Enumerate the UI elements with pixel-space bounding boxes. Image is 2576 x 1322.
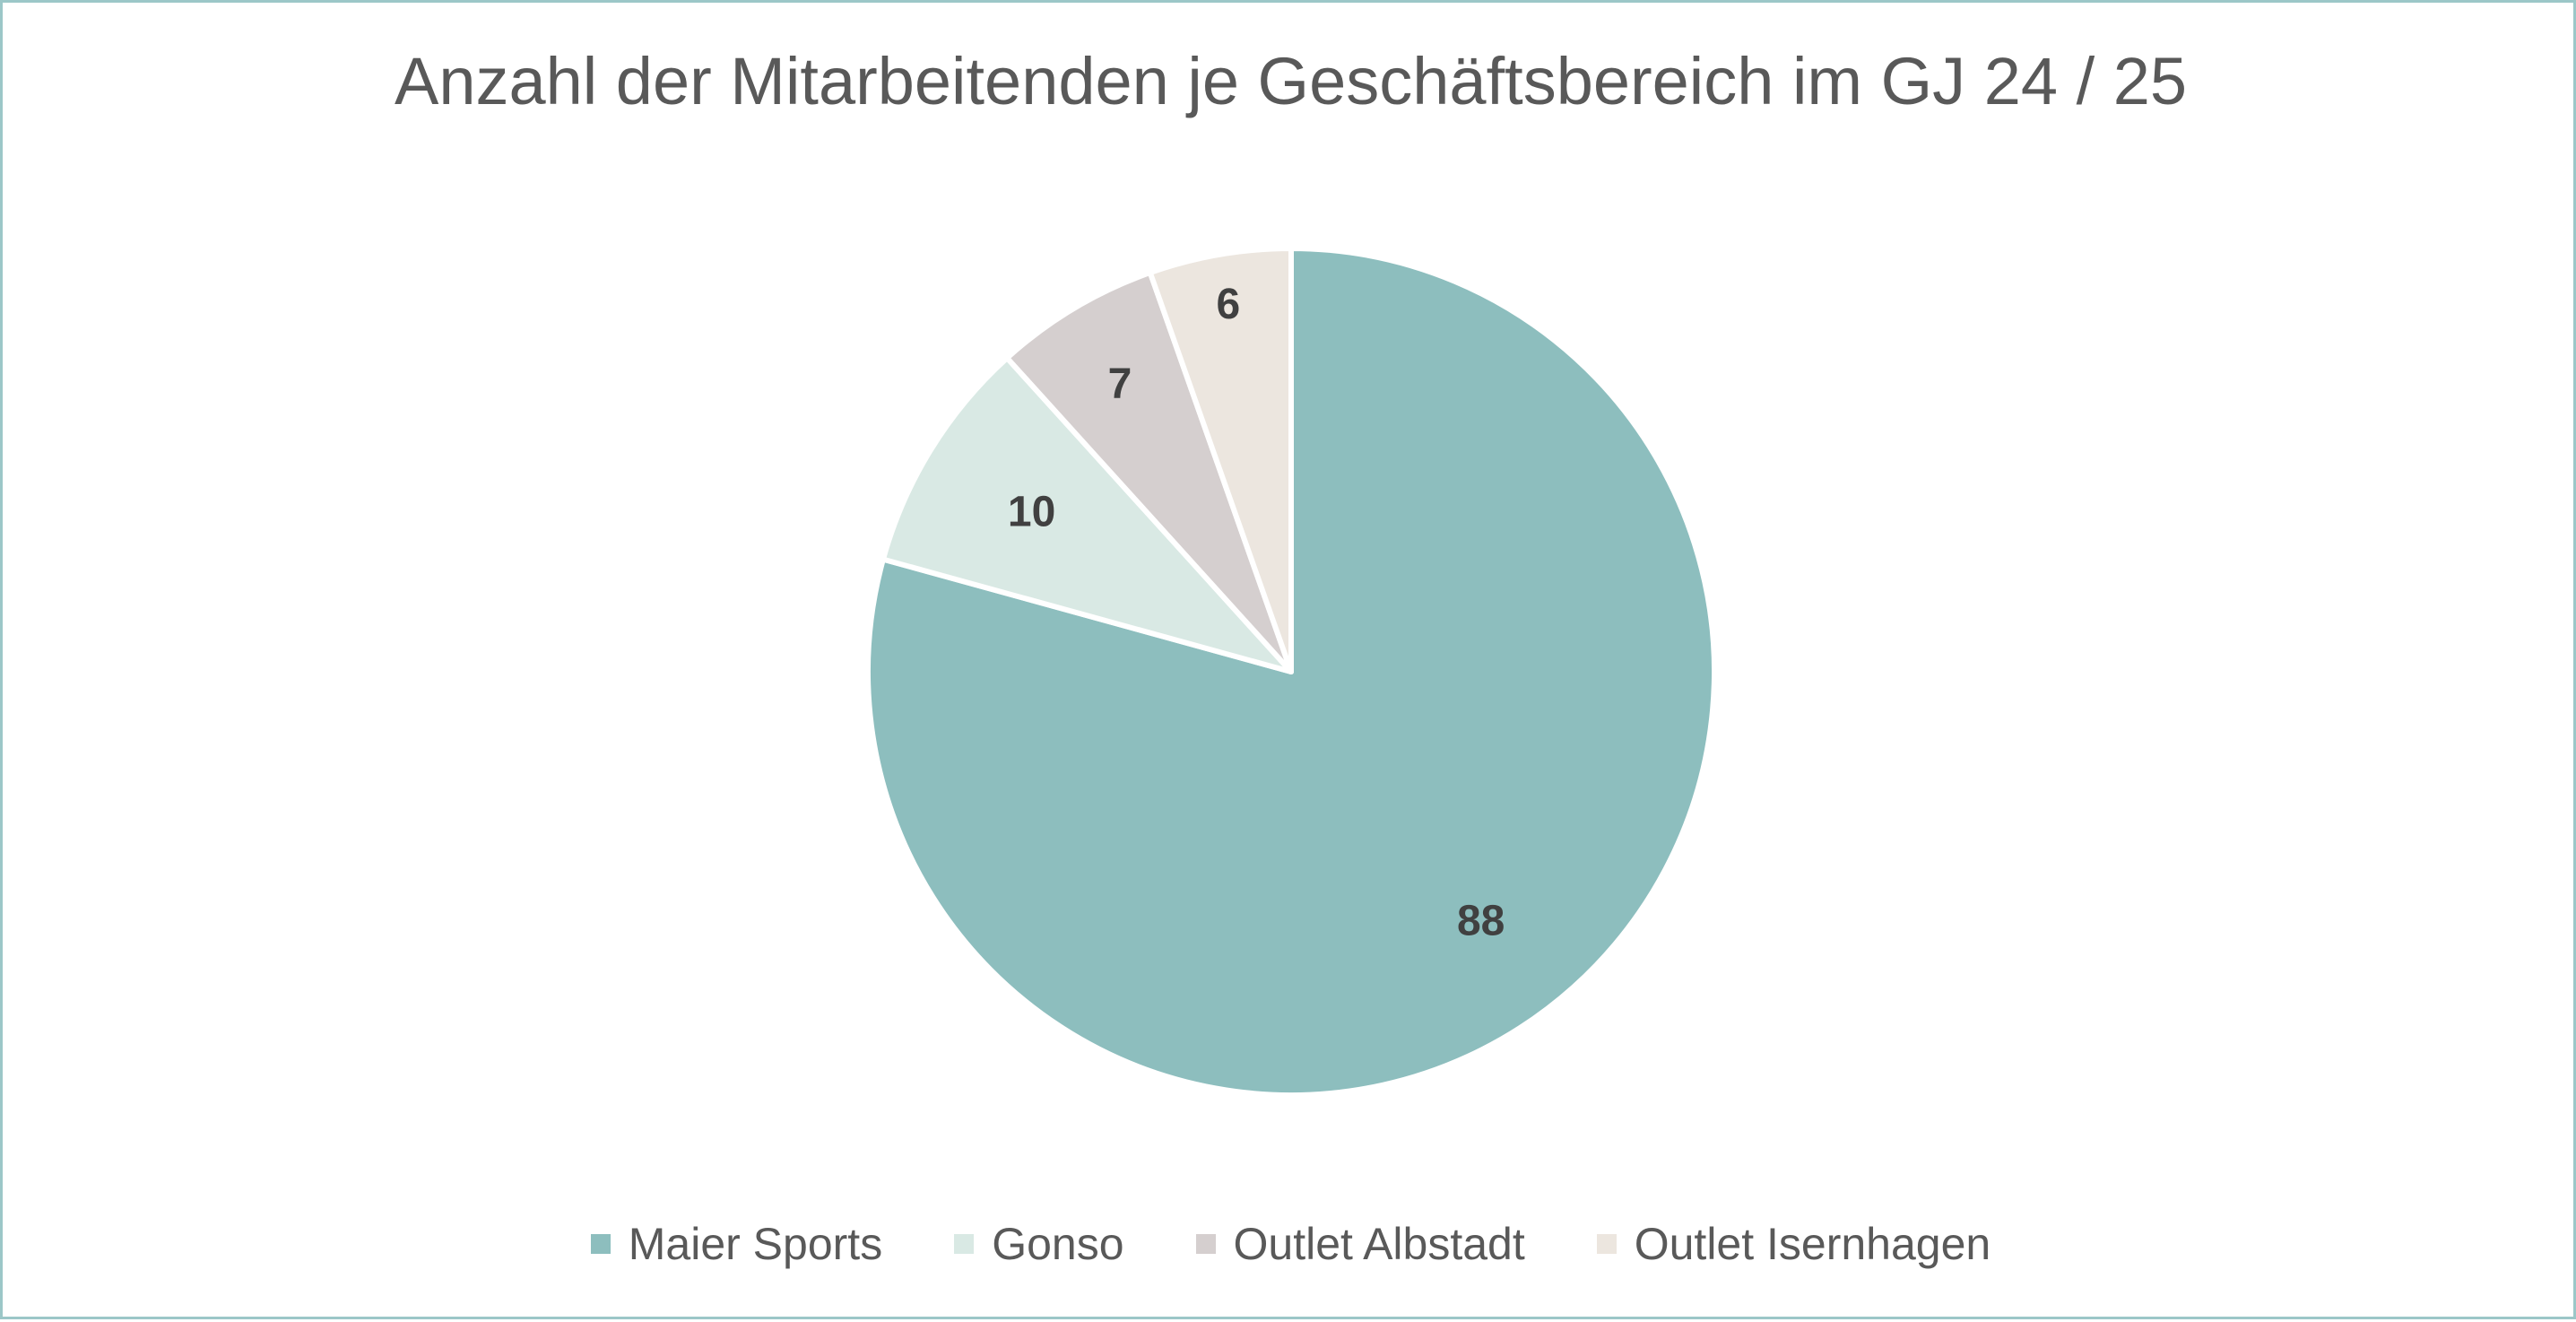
pie-slice-outlet-isernhagen	[1147, 246, 1294, 674]
legend: Maier Sports Gonso Outlet Albstadt Outle…	[3, 1218, 2576, 1270]
chart-title: Anzahl der Mitarbeitenden je Geschäftsbe…	[394, 44, 2188, 118]
legend-item-outlet-albstadt: Outlet Albstadt	[1195, 1218, 1525, 1270]
legend-label: Outlet Isernhagen	[1634, 1219, 1991, 1269]
data-label-gonso: 10	[1008, 488, 1055, 535]
legend-label: Maier Sports	[628, 1219, 883, 1269]
data-label-outlet-albstadt: 7	[1108, 361, 1132, 408]
legend-item-gonso: Gonso	[954, 1218, 1124, 1270]
data-label-outlet-isernhagen: 6	[1216, 281, 1240, 328]
pie-chart: 88 10 7 6	[865, 246, 1717, 1098]
pie-slice-outlet-albstadt	[1004, 269, 1294, 674]
legend-swatch	[954, 1234, 975, 1254]
legend-swatch	[590, 1234, 611, 1254]
legend-label: Gonso	[992, 1219, 1124, 1269]
data-label-maier-sports: 88	[1457, 897, 1505, 944]
pie-slice-gonso	[880, 355, 1294, 674]
legend-item-outlet-isernhagen: Outlet Isernhagen	[1596, 1218, 1991, 1270]
legend-swatch	[1596, 1234, 1617, 1254]
legend-item-maier-sports: Maier Sports	[590, 1218, 883, 1270]
legend-label: Outlet Albstadt	[1233, 1219, 1525, 1269]
legend-swatch	[1195, 1234, 1216, 1254]
